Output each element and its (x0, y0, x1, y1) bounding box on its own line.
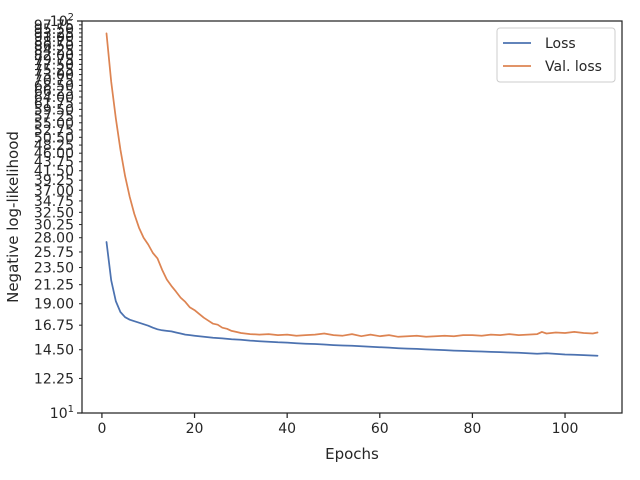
x-tick-label: 100 (552, 421, 579, 437)
y-minor-tick-label: 88.75 (34, 34, 74, 50)
y-minor-tick-label: 59.50 (34, 102, 74, 118)
y-minor-tick-label: 34.75 (34, 194, 74, 210)
x-tick-label: 20 (186, 421, 204, 437)
y-minor-tick-label: 43.75 (34, 155, 74, 171)
y-major-tick-label: 101 (50, 404, 74, 422)
y-minor-tick-label: 30.25 (34, 218, 74, 234)
x-tick-label: 80 (463, 421, 481, 437)
series-layer (105, 32, 599, 357)
series-line-loss (105, 241, 599, 357)
y-minor-tick-label: 75.25 (34, 62, 74, 78)
y-minor-tick-label: 68.50 (34, 78, 74, 94)
y-major-tick-label: 102 (50, 12, 74, 30)
y-minor-tick-label: 64.00 (34, 90, 74, 106)
y-minor-tick-label: 50.50 (34, 130, 74, 146)
y-minor-tick-label: 41.50 (34, 164, 74, 180)
x-axis: 0 20 40 60 80 100 (97, 413, 578, 437)
y-minor-tick-label: 23.50 (34, 261, 74, 277)
y-minor-tick-label: 14.50 (34, 343, 74, 359)
y-minor-tick-label: 97.75 (34, 18, 74, 34)
y-minor-tick-label: 70.75 (34, 73, 74, 89)
y-minor-tick-label: 19.00 (34, 297, 74, 313)
x-axis-label: Epochs (325, 445, 379, 463)
y-minor-tick-label: 16.75 (34, 318, 74, 334)
y-minor-tick-label: 52.75 (34, 123, 74, 139)
y-axis-label: Negative log-likelihood (4, 131, 22, 303)
legend-label: Val. loss (545, 59, 602, 75)
y-minor-tick-label: 61.75 (34, 96, 74, 112)
y-minor-tick-label: 93.25 (34, 26, 74, 42)
y-minor-tick-label: 21.25 (34, 278, 74, 294)
y-minor-tick-label: 77.50 (34, 57, 74, 73)
y-minor-tick-label: 95.50 (34, 22, 74, 38)
y-minor-tick-label: 73.00 (34, 68, 74, 84)
y-minor-tick-label: 32.50 (34, 205, 74, 221)
y-minor-tick-label: 82.00 (34, 48, 74, 64)
legend: Loss Val. loss (496, 27, 616, 83)
y-axis: 101 102 12.25 14.50 16.75 19.00 21.2523.5025.7… (34, 12, 82, 422)
y-minor-tick-label: 55.00 (34, 116, 74, 132)
y-minor-tick-label: 25.75 (34, 245, 74, 261)
y-minor-tick-label: 79.75 (34, 53, 74, 69)
y-minor-tick-label: 39.25 (34, 173, 74, 189)
y-minor-tick-label: 12.25 (34, 371, 74, 387)
y-minor-tick-label: 48.25 (34, 138, 74, 154)
y-minor-tick-label: 46.00 (34, 146, 74, 162)
y-minor-tick-label: 28.00 (34, 231, 74, 247)
legend-label: Loss (545, 36, 576, 52)
legend-box (496, 27, 616, 83)
y-minor-tick-label: 84.25 (34, 43, 74, 59)
x-tick-label: 60 (371, 421, 389, 437)
plot-frame (81, 20, 623, 414)
y-minor-tick-label: 57.25 (34, 109, 74, 125)
y-minor-tick-label: 86.50 (34, 39, 74, 55)
x-tick-label: 0 (97, 421, 106, 437)
series-line-val-loss (105, 32, 599, 338)
y-minor-tick-label: 66.25 (34, 84, 74, 100)
y-minor-tick-label: 91.00 (34, 30, 74, 46)
x-tick-label: 40 (278, 421, 296, 437)
y-minor-tick-label: 37.00 (34, 183, 74, 199)
